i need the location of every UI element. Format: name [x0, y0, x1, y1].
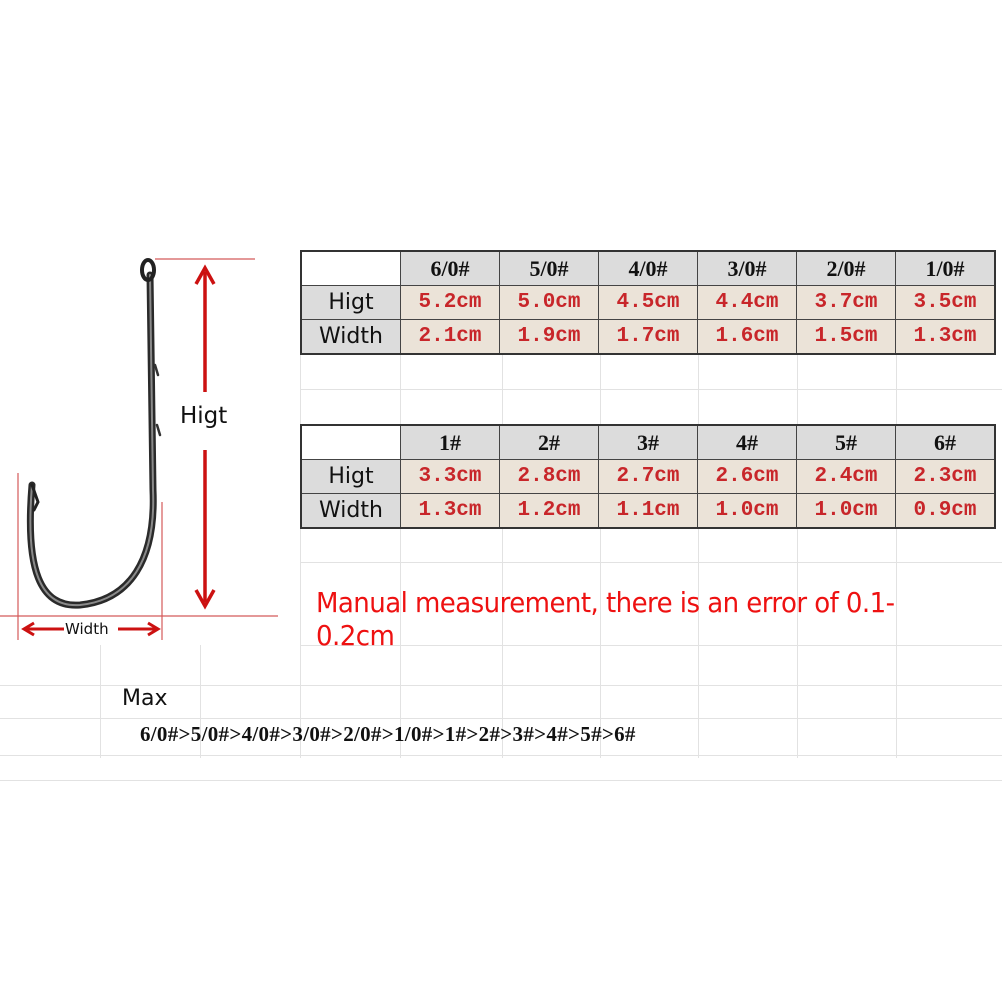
grid-line [300, 389, 1002, 390]
width-label: Width [65, 620, 109, 638]
size-header: 6/0# [400, 250, 500, 286]
measurement-cell: 1.2cm [499, 493, 599, 529]
grid-line [100, 645, 101, 758]
table-row: Width 2.1cm 1.9cm 1.7cm 1.6cm 1.5cm 1.3cm [300, 319, 996, 355]
measurement-cell: 2.7cm [598, 459, 698, 494]
header-row: 1# 2# 3# 4# 5# 6# [300, 424, 996, 460]
grid-line [0, 780, 1002, 781]
measurement-cell: 5.0cm [499, 285, 599, 320]
measurement-cell: 1.7cm [598, 319, 698, 355]
table-row: Higt 3.3cm 2.8cm 2.7cm 2.6cm 2.4cm 2.3cm [300, 459, 996, 494]
measurement-cell: 1.3cm [895, 319, 996, 355]
row-label: Higt [300, 285, 401, 320]
height-arrow [194, 264, 216, 610]
measurement-cell: 4.4cm [697, 285, 797, 320]
size-header: 1# [400, 424, 500, 460]
grid-line [300, 354, 301, 758]
measurement-cell: 3.3cm [400, 459, 500, 494]
size-header: 2/0# [796, 250, 896, 286]
measurement-guides [0, 258, 278, 640]
size-header: 3/0# [697, 250, 797, 286]
size-header: 3# [598, 424, 698, 460]
measurement-cell: 2.8cm [499, 459, 599, 494]
header-row: 6/0# 5/0# 4/0# 3/0# 2/0# 1/0# [300, 250, 996, 286]
grid-line [698, 528, 699, 758]
table-row: Higt 5.2cm 5.0cm 4.5cm 4.4cm 3.7cm 3.5cm [300, 285, 996, 320]
row-label: Higt [300, 459, 401, 494]
grid-line [896, 528, 897, 758]
grid-line [600, 528, 601, 758]
fishing-hook-icon [26, 258, 162, 609]
measurement-cell: 1.0cm [697, 493, 797, 529]
measurement-cell: 5.2cm [400, 285, 500, 320]
grid-line [797, 528, 798, 758]
corner-cell [300, 424, 401, 460]
corner-cell [300, 250, 401, 286]
grid-line [300, 562, 1002, 563]
size-table-small: 1# 2# 3# 4# 5# 6# Higt 3.3cm 2.8cm 2.7cm 2.6cm 2.4c… [300, 424, 996, 529]
measurement-cell: 0.9cm [895, 493, 996, 529]
measurement-cell: 3.7cm [796, 285, 896, 320]
measurement-cell: 1.6cm [697, 319, 797, 355]
measurement-cell: 2.1cm [400, 319, 500, 355]
size-order: 6/0#>5/0#>4/0#>3/0#>2/0#>1/0#>1#>2#>3#>4… [140, 722, 636, 746]
measurement-cell: 4.5cm [598, 285, 698, 320]
size-header: 6# [895, 424, 996, 460]
grid-line [0, 718, 1002, 719]
grid-line [502, 528, 503, 758]
measurement-cell: 1.1cm [598, 493, 698, 529]
measurement-cell: 1.3cm [400, 493, 500, 529]
height-label: Higt [180, 403, 228, 429]
size-header: 5# [796, 424, 896, 460]
measurement-error-note: Manual measurement, there is an error of… [316, 586, 895, 652]
row-label: Width [300, 493, 401, 529]
grid-line [0, 685, 1002, 686]
measurement-cell: 1.9cm [499, 319, 599, 355]
measurement-cell: 1.5cm [796, 319, 896, 355]
size-header: 5/0# [499, 250, 599, 286]
measurement-cell: 1.0cm [796, 493, 896, 529]
grid-line [400, 528, 401, 758]
grid-line [200, 645, 201, 758]
width-arrow [21, 621, 161, 637]
measurement-cell: 3.5cm [895, 285, 996, 320]
size-header: 4/0# [598, 250, 698, 286]
measurement-cell: 2.6cm [697, 459, 797, 494]
measurement-cell: 2.3cm [895, 459, 996, 494]
table-row: Width 1.3cm 1.2cm 1.1cm 1.0cm 1.0cm 0.9cm [300, 493, 996, 529]
measurement-cell: 2.4cm [796, 459, 896, 494]
size-header: 4# [697, 424, 797, 460]
fishing-hook-illustration [0, 258, 278, 640]
grid-line [0, 755, 1002, 756]
row-label: Width [300, 319, 401, 355]
max-label: Max [122, 686, 168, 711]
size-header: 2# [499, 424, 599, 460]
size-header: 1/0# [895, 250, 996, 286]
size-table-large: 6/0# 5/0# 4/0# 3/0# 2/0# 1/0# Higt 5.2cm 5.0cm 4.… [300, 250, 996, 355]
grid-line [300, 645, 1002, 646]
